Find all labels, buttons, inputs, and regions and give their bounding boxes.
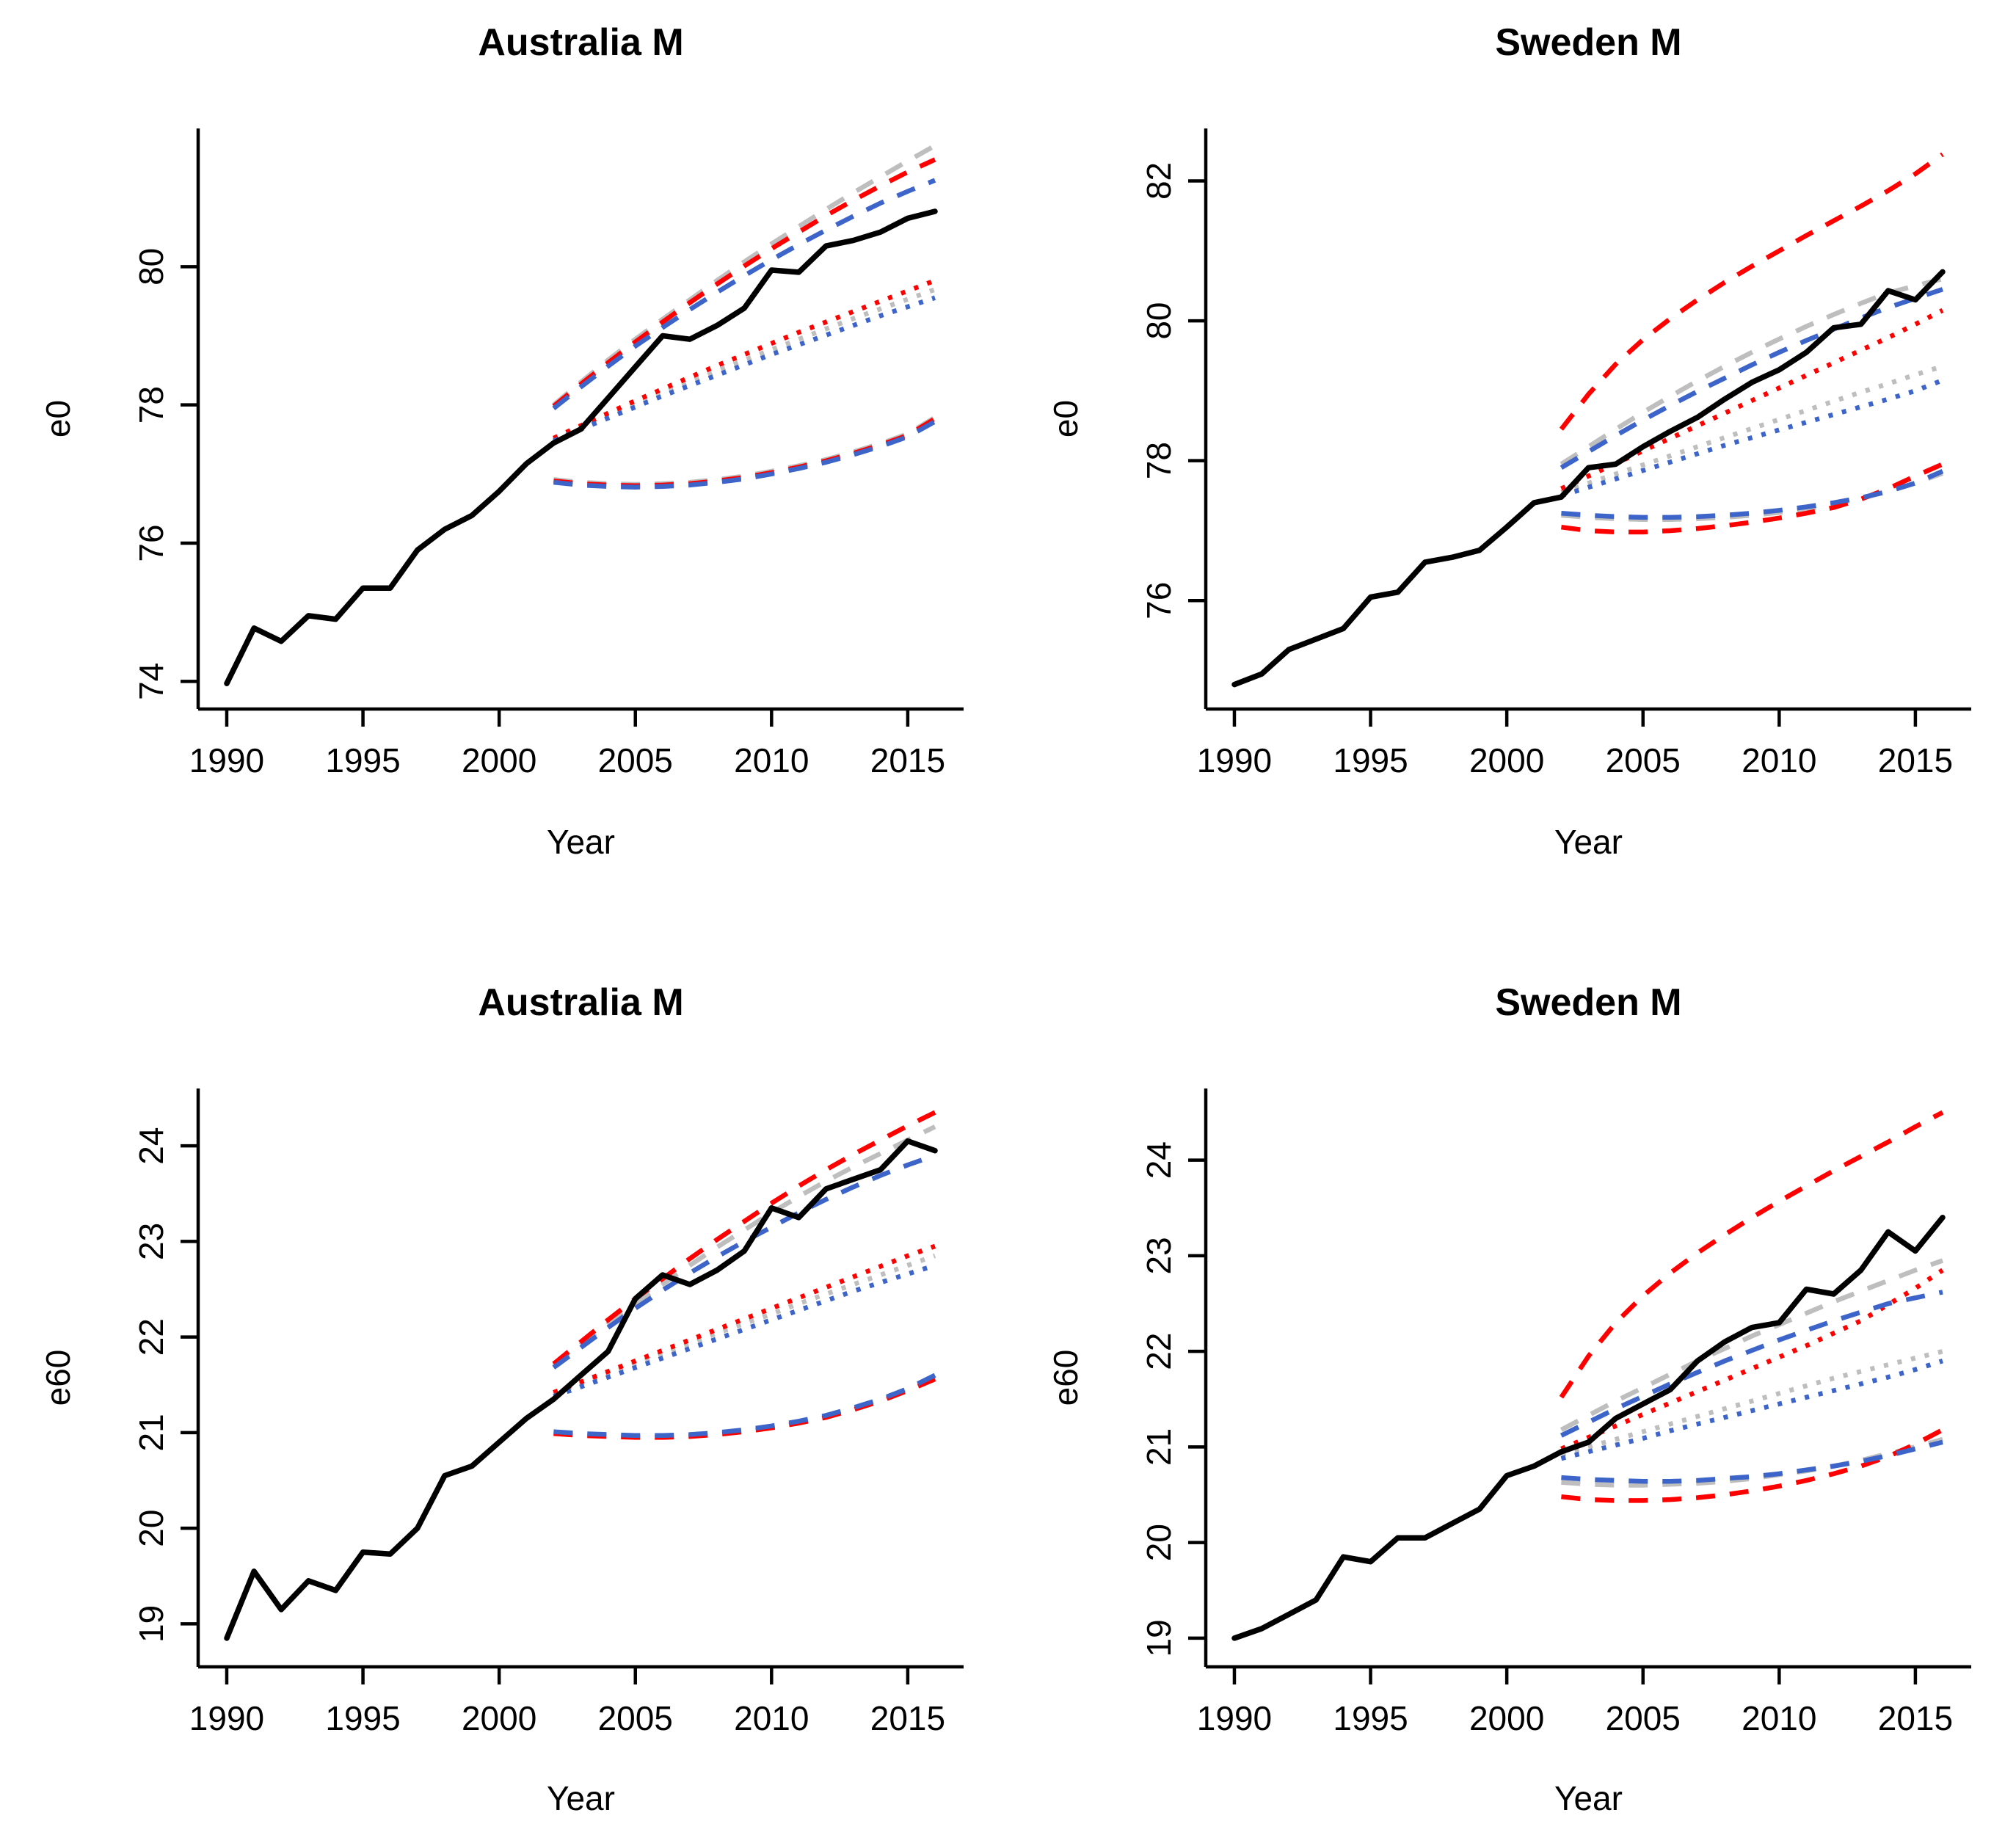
y-tick-label: 74 [132,663,170,700]
y-tick-label: 23 [132,1223,170,1260]
series-gray-upper-pi [1560,1258,1944,1432]
chart-title: Sweden M [1495,981,1681,1024]
series-blue-central-forecast [1560,1359,1943,1461]
y-tick-label: 19 [1140,1619,1178,1657]
series-blue-lower-pi [1561,1439,1943,1484]
series-blue-upper-pi [1560,287,1944,470]
series-observed-e0-australia [224,208,938,686]
y-tick-label: 20 [1140,1524,1178,1561]
y-axis-label: e60 [1047,1350,1085,1406]
chart-title: Sweden M [1495,21,1681,64]
series-blue-upper-pi [1560,1290,1943,1438]
series-observed-e60-sweden [1231,1215,1946,1641]
chart-e60-3: 1990 1995 2000 2005 2010 2015 19 20 21 22 23 24 Swed… [1047,981,1971,1817]
x-tick-label: 2010 [734,1699,809,1737]
series-blue-lower-pi [553,419,936,490]
x-tick-label: 1995 [1333,1699,1408,1737]
series-gray-central-forecast [553,1253,936,1397]
series-observed-e60-australia [224,1138,938,1641]
series-blue-central-forecast [553,1262,936,1399]
x-tick-label: 2000 [462,741,536,779]
x-tick-label: 1990 [1197,741,1272,779]
x-tick-label: 1995 [1333,741,1408,779]
y-axis-label: e60 [39,1350,77,1406]
y-tick-label: 24 [132,1127,170,1165]
y-tick-label: 23 [1140,1237,1178,1274]
x-tick-label: 1990 [189,1699,264,1737]
x-tick-label: 2000 [1469,1699,1544,1737]
y-tick-label: 76 [1140,582,1178,619]
x-tick-label: 2000 [462,1699,536,1737]
x-tick-label: 2005 [1606,1699,1681,1737]
panel-australia-e0: 1990 1995 2000 2005 2010 2015 74 76 78 80 Australi… [0,0,1008,916]
x-tick-label: 1995 [325,741,400,779]
y-tick-label: 21 [132,1414,170,1451]
x-tick-label: 2015 [1878,741,1953,779]
series-blue-central-forecast [553,295,936,443]
y-axis-label: e0 [39,400,77,437]
series-blue-lower-pi [1561,469,1944,520]
x-tick-label: 2010 [1742,1699,1816,1737]
y-tick-label: 82 [1140,162,1178,200]
series-red-central-forecast [1560,1268,1944,1451]
panel-australia-e60: 1990 1995 2000 2005 2010 2015 19 20 21 22 23 24 Aust… [0,916,1008,1832]
x-tick-label: 1990 [1197,1699,1272,1737]
y-tick-label: 22 [132,1318,170,1356]
series-gray-upper-pi [1560,276,1943,467]
y-tick-label: 20 [132,1510,170,1547]
x-tick-label: 1995 [325,1699,400,1737]
series-blue-central-forecast [1560,378,1944,498]
series-blue-upper-pi [552,1153,936,1370]
y-axis-label: e0 [1047,400,1085,437]
x-axis-label: Year [547,823,615,861]
series-red-upper-pi [552,1110,936,1366]
x-tick-label: 2005 [1606,741,1681,779]
panel-sweden-e60: 1990 1995 2000 2005 2010 2015 19 20 21 22 23 24 Swed… [1008,916,2015,1832]
x-tick-label: 2015 [870,1699,945,1737]
series-blue-lower-pi [553,1373,936,1439]
series-gray-central-forecast [1560,363,1943,495]
series-red-upper-pi [1559,1110,1944,1399]
x-axis-label: Year [1554,1779,1623,1817]
x-axis-label: Year [547,1779,615,1817]
series-gray-central-forecast [1560,1349,1943,1457]
series-gray-lower-pi [553,1375,936,1439]
series-red-upper-pi [552,157,936,409]
series-observed-e0-sweden [1231,269,1946,688]
y-tick-label: 78 [132,386,170,424]
y-tick-label: 21 [1140,1428,1178,1466]
y-tick-label: 76 [132,524,170,561]
y-tick-label: 80 [132,248,170,286]
y-tick-label: 78 [1140,442,1178,479]
x-axis-label: Year [1554,823,1623,861]
y-tick-label: 19 [132,1605,170,1643]
series-red-upper-pi [1559,152,1944,431]
y-tick-label: 80 [1140,302,1178,339]
x-tick-label: 2010 [734,741,809,779]
chart-title: Australia M [478,981,683,1024]
panel-sweden-e0: 1990 1995 2000 2005 2010 2015 76 78 80 82 Sweden M… [1008,0,2015,916]
x-tick-label: 2005 [598,1699,673,1737]
series-red-lower-pi [553,416,936,489]
series-red-lower-pi [553,1377,936,1440]
x-tick-label: 2015 [870,741,945,779]
y-tick-label: 22 [1140,1333,1178,1370]
series-gray-lower-pi [553,415,936,487]
chart-e60-2: 1990 1995 2000 2005 2010 2015 19 20 21 22 23 24 Aust… [39,981,964,1817]
x-tick-label: 2005 [598,741,673,779]
chart-e0-0: 1990 1995 2000 2005 2010 2015 74 76 78 80 Australi… [39,21,964,861]
series-blue-upper-pi [552,178,936,410]
x-tick-label: 2000 [1469,741,1544,779]
x-tick-label: 1990 [189,741,264,779]
series-red-central-forecast [553,278,936,440]
chart-e0-1: 1990 1995 2000 2005 2010 2015 76 78 80 82 Sweden M… [1047,21,1971,861]
x-tick-label: 2015 [1878,1699,1953,1737]
x-tick-label: 2010 [1742,741,1816,779]
y-tick-label: 24 [1140,1141,1178,1179]
chart-title: Australia M [478,21,683,64]
series-gray-upper-pi [552,1124,936,1368]
